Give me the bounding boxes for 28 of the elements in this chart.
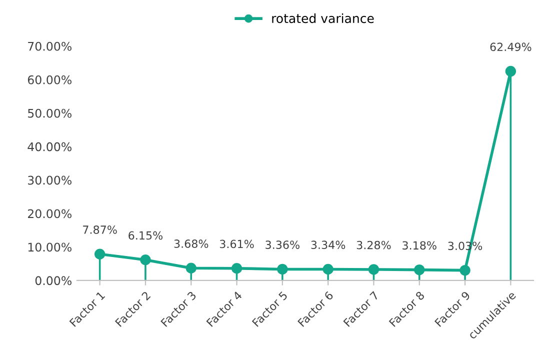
legend-label: rotated variance bbox=[272, 13, 374, 24]
y-tick-label: 10.00% bbox=[28, 242, 72, 252]
y-tick-label: 20.00% bbox=[28, 209, 72, 218]
y-tick-label: 60.00% bbox=[28, 75, 72, 84]
y-tick-label: 0.00% bbox=[35, 276, 72, 286]
data-label: 6.15% bbox=[128, 231, 163, 240]
point bbox=[186, 262, 196, 274]
data-label: 3.34% bbox=[311, 240, 346, 250]
point bbox=[505, 66, 516, 77]
y-tick-label: 70.00% bbox=[28, 42, 72, 51]
y-tick-label: 30.00% bbox=[28, 176, 72, 185]
data-label: 7.87% bbox=[83, 225, 117, 234]
data-label: 3.28% bbox=[356, 240, 391, 250]
point bbox=[414, 264, 425, 276]
y-tick-label: 40.00% bbox=[28, 142, 72, 152]
point bbox=[231, 263, 242, 274]
point bbox=[94, 248, 106, 260]
data-label: 3.36% bbox=[266, 240, 300, 249]
point bbox=[140, 254, 151, 266]
point bbox=[460, 264, 470, 276]
data-label: 3.18% bbox=[402, 241, 436, 250]
point bbox=[277, 264, 288, 275]
y-tick-label: 50.00% bbox=[28, 108, 72, 118]
data-label: 3.68% bbox=[174, 240, 208, 248]
data-label: 62.49% bbox=[490, 42, 532, 52]
point bbox=[368, 264, 380, 275]
data-label: 3.61% bbox=[220, 240, 254, 248]
point bbox=[322, 264, 334, 275]
